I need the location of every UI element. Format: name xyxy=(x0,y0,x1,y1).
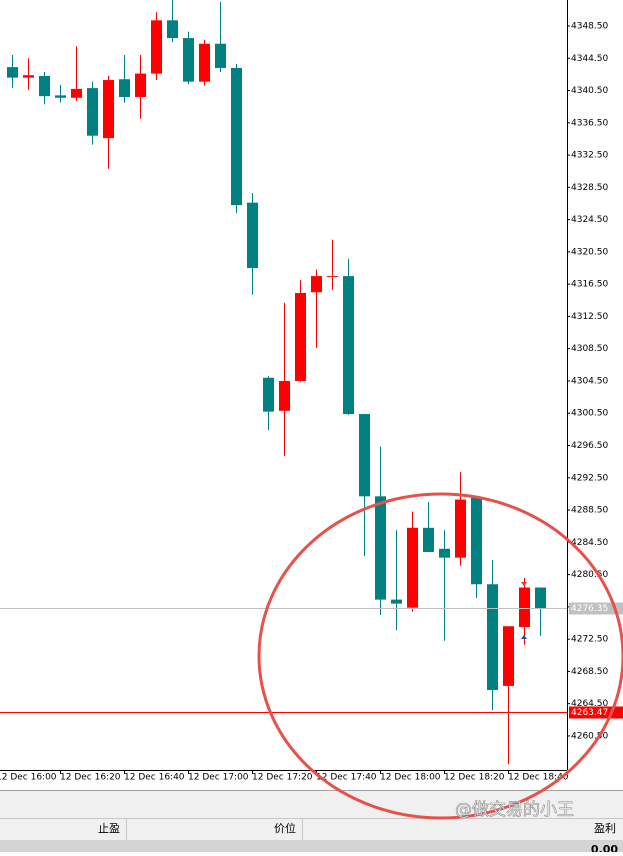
candle-body xyxy=(535,587,546,609)
candle-body xyxy=(119,79,130,97)
x-tick-label: 12 Dec 17:40 xyxy=(316,773,377,783)
column-header: 盈利 xyxy=(594,822,616,835)
candle-body xyxy=(199,43,210,82)
panel-footer xyxy=(0,840,623,852)
y-tick-label: 4308.50 xyxy=(571,344,608,354)
candle-body xyxy=(263,377,274,412)
price-label-bg xyxy=(569,602,623,615)
annotation-circle xyxy=(257,492,623,820)
candle-body xyxy=(439,548,450,558)
x-tick-label: 12 Dec 16:40 xyxy=(124,773,185,783)
y-tick-label: 4292.50 xyxy=(571,473,608,483)
candle-body xyxy=(343,276,354,415)
candle-body xyxy=(423,527,434,553)
candle-body xyxy=(487,584,498,690)
candle-body xyxy=(391,599,402,604)
y-tick-label: 4328.50 xyxy=(571,183,608,193)
candle-body xyxy=(327,276,338,278)
candle-body xyxy=(231,67,242,206)
y-tick-label: 4332.50 xyxy=(571,151,608,161)
y-tick-label: 4304.50 xyxy=(571,376,608,386)
y-tick-label: 4348.50 xyxy=(571,21,608,31)
candle-body xyxy=(135,73,146,97)
candle-body xyxy=(39,75,50,97)
candle-body xyxy=(359,414,370,497)
y-tick-label: 4312.50 xyxy=(571,312,608,322)
candle-body xyxy=(151,20,162,74)
x-tick-label: 12 Dec 18:40 xyxy=(508,773,569,783)
candle-body xyxy=(407,527,418,608)
candle-body xyxy=(55,95,66,98)
y-tick-label: 4268.50 xyxy=(571,667,608,677)
candle-body xyxy=(23,75,34,78)
y-tick-label: 4284.50 xyxy=(571,538,608,548)
x-tick-label: 12 Dec 18:00 xyxy=(380,773,441,783)
candle-body xyxy=(519,587,530,628)
y-tick-label: 4272.50 xyxy=(571,635,608,645)
y-tick-label: 4296.50 xyxy=(571,441,608,451)
column-header: 价位 xyxy=(274,821,296,835)
x-tick-label: 12 Dec 18:20 xyxy=(444,773,505,783)
y-tick-label: 4264.50 xyxy=(571,699,608,709)
y-tick-label: 4260.50 xyxy=(571,731,608,741)
y-tick-label: 4316.50 xyxy=(571,280,608,290)
y-tick-label: 4344.50 xyxy=(571,54,608,64)
candle-body xyxy=(455,499,466,558)
y-tick-label: 4288.50 xyxy=(571,506,608,516)
trade-marker xyxy=(521,582,527,586)
candle-body xyxy=(183,38,194,82)
y-tick-label: 4324.50 xyxy=(571,215,608,225)
candle-body xyxy=(167,20,178,39)
plot: 4348.50 4344.50 4340.50 4336.50 4332.50 4328.… xyxy=(0,0,623,783)
candle-body xyxy=(215,43,226,68)
price-label: 4263.47 xyxy=(571,708,608,718)
candle-body xyxy=(375,496,386,600)
y-tick-label: 4340.50 xyxy=(571,86,608,96)
y-tick-label: 4300.50 xyxy=(571,409,608,419)
candle-body xyxy=(471,497,482,585)
candle-body xyxy=(503,626,514,686)
x-tick-label: 12 Dec 17:00 xyxy=(188,773,249,783)
candle-body xyxy=(7,67,18,78)
candle-body xyxy=(311,276,322,293)
y-tick-label: 4336.50 xyxy=(571,118,608,128)
price-label: 4276.35 xyxy=(571,604,608,614)
candle-body xyxy=(295,293,306,381)
column-header: 止盈 xyxy=(98,822,120,835)
x-tick-label: 12 Dec 16:20 xyxy=(60,773,121,783)
x-tick-label: 12 Dec 17:20 xyxy=(252,773,313,783)
candle-body xyxy=(279,380,290,411)
trade-marker xyxy=(521,635,527,639)
y-tick-label: 4280.50 xyxy=(571,570,608,580)
candle-body xyxy=(71,88,82,98)
candle-body xyxy=(103,80,114,139)
y-tick-label: 4320.50 xyxy=(571,247,608,257)
watermark: @做交易的小王 xyxy=(455,800,574,820)
candle-body xyxy=(247,202,258,269)
candle-body xyxy=(87,88,98,136)
footer-value: 0.00 xyxy=(591,843,618,852)
x-tick-label: 12 Dec 16:00 xyxy=(0,773,57,783)
